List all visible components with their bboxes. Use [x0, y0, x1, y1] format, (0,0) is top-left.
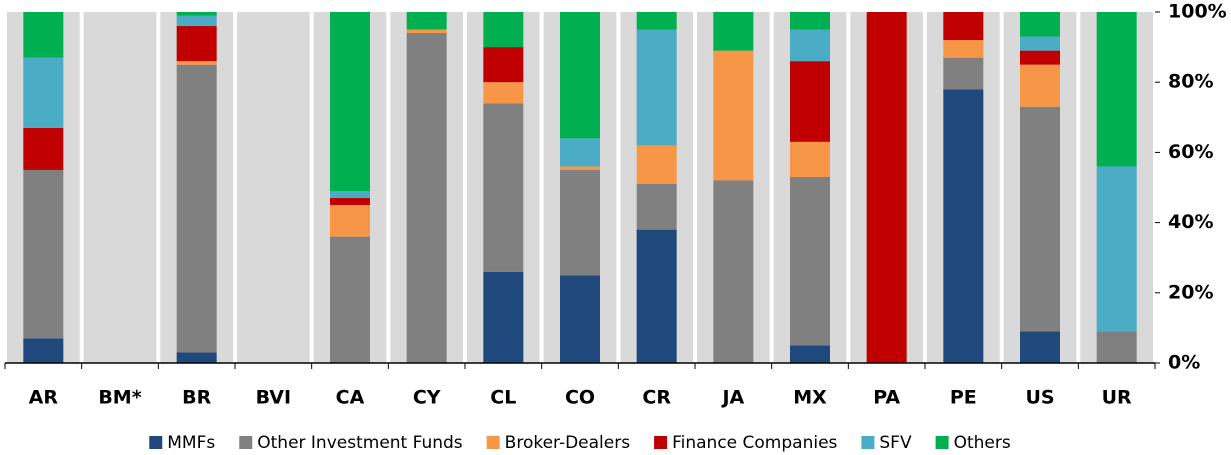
- x-tick-label: CY: [413, 387, 441, 409]
- legend-swatch: [935, 436, 949, 449]
- x-tick-label: CO: [565, 387, 595, 409]
- bar-segment: [866, 12, 907, 363]
- bar-segment: [1020, 64, 1060, 107]
- bar-segment: [943, 40, 984, 58]
- bar-segment: [176, 26, 217, 62]
- category-background: [83, 12, 157, 363]
- legend-swatch: [149, 436, 163, 449]
- bar-segment: [23, 338, 64, 363]
- legend-label: Broker-Dealers: [505, 433, 631, 453]
- bar-segment: [790, 29, 830, 62]
- x-tick-label: JA: [720, 387, 744, 409]
- x-tick-label: PA: [873, 387, 900, 409]
- bar-segment: [406, 33, 447, 364]
- bar-segment: [560, 166, 600, 170]
- y-tick-label: 40%: [1168, 211, 1213, 233]
- bar-segment: [560, 169, 600, 276]
- bar-segment: [560, 12, 600, 139]
- bar-segment: [330, 236, 370, 363]
- bar-segment: [23, 12, 64, 58]
- legend-label: Finance Companies: [672, 433, 837, 453]
- bar-segment: [176, 15, 217, 27]
- bar-segment: [1020, 36, 1060, 51]
- y-tick-label: 20%: [1168, 281, 1213, 303]
- legend-swatch: [486, 436, 500, 449]
- x-tick-label: CA: [336, 387, 365, 409]
- bar-segment: [790, 12, 830, 30]
- bar-segment: [1020, 50, 1060, 65]
- bar-segment: [636, 29, 677, 146]
- bar-segment: [636, 12, 677, 30]
- bar-segment: [483, 47, 524, 83]
- bar-segment: [330, 205, 370, 237]
- bar-segment: [1020, 106, 1060, 332]
- x-tick-label: MX: [793, 387, 827, 409]
- y-tick-label: 0%: [1168, 352, 1200, 374]
- bar-segment: [176, 61, 217, 65]
- bar-segment: [23, 169, 64, 339]
- x-tick-label: BR: [182, 387, 211, 409]
- bar-segment: [483, 82, 524, 104]
- x-tick-label: BM*: [98, 387, 141, 409]
- x-tick-label: US: [1025, 387, 1054, 409]
- bar-segment: [406, 29, 447, 34]
- bar-segment: [23, 57, 64, 128]
- legend-label: Other Investment Funds: [257, 433, 463, 453]
- bar-segment: [483, 103, 524, 272]
- x-tick-label: UR: [1102, 387, 1132, 409]
- bar-segment: [790, 61, 830, 142]
- bar-segment: [560, 138, 600, 167]
- bar-segment: [176, 352, 217, 363]
- bar-segment: [1096, 12, 1137, 167]
- legend-swatch: [654, 436, 668, 449]
- y-tick-label: 100%: [1168, 1, 1227, 23]
- bar-segment: [330, 198, 370, 206]
- bar-segment: [636, 229, 677, 363]
- legend-swatch: [861, 436, 875, 449]
- bar-segment: [330, 191, 370, 199]
- bar-segment: [943, 89, 984, 363]
- bar-segment: [560, 275, 600, 363]
- x-tick-label: CR: [642, 387, 671, 409]
- x-tick-label: AR: [29, 387, 59, 409]
- bar-segment: [176, 12, 217, 16]
- legend-label: SFV: [879, 433, 912, 453]
- category-background: [237, 12, 310, 363]
- x-tick-label: BVI: [256, 387, 292, 409]
- bar-segment: [636, 183, 677, 230]
- bar-segment: [1096, 166, 1137, 332]
- bar-segment: [1020, 331, 1060, 363]
- bar-segment: [790, 176, 830, 346]
- bar-segment: [176, 64, 217, 353]
- bar-segment: [636, 145, 677, 184]
- bar-segment: [330, 12, 370, 192]
- legend-label: Others: [954, 433, 1011, 453]
- bar-segment: [1020, 12, 1060, 37]
- x-tick-label: PE: [950, 387, 977, 409]
- bar-segment: [713, 50, 754, 181]
- bar-segment: [713, 180, 754, 363]
- bar-segment: [943, 12, 984, 41]
- bar-segment: [23, 127, 64, 170]
- bar-segment: [1096, 331, 1137, 363]
- bar-segment: [406, 12, 447, 30]
- legend-swatch: [239, 436, 253, 449]
- bar-segment: [790, 141, 830, 177]
- bar-segment: [483, 12, 524, 48]
- bar-segment: [713, 12, 754, 51]
- bar-segment: [790, 345, 830, 363]
- y-tick-label: 80%: [1168, 71, 1213, 93]
- legend-label: MMFs: [167, 433, 215, 453]
- x-tick-label: CL: [490, 387, 516, 409]
- bar-segment: [943, 57, 984, 90]
- bar-segment: [483, 271, 524, 363]
- y-tick-label: 60%: [1168, 141, 1213, 163]
